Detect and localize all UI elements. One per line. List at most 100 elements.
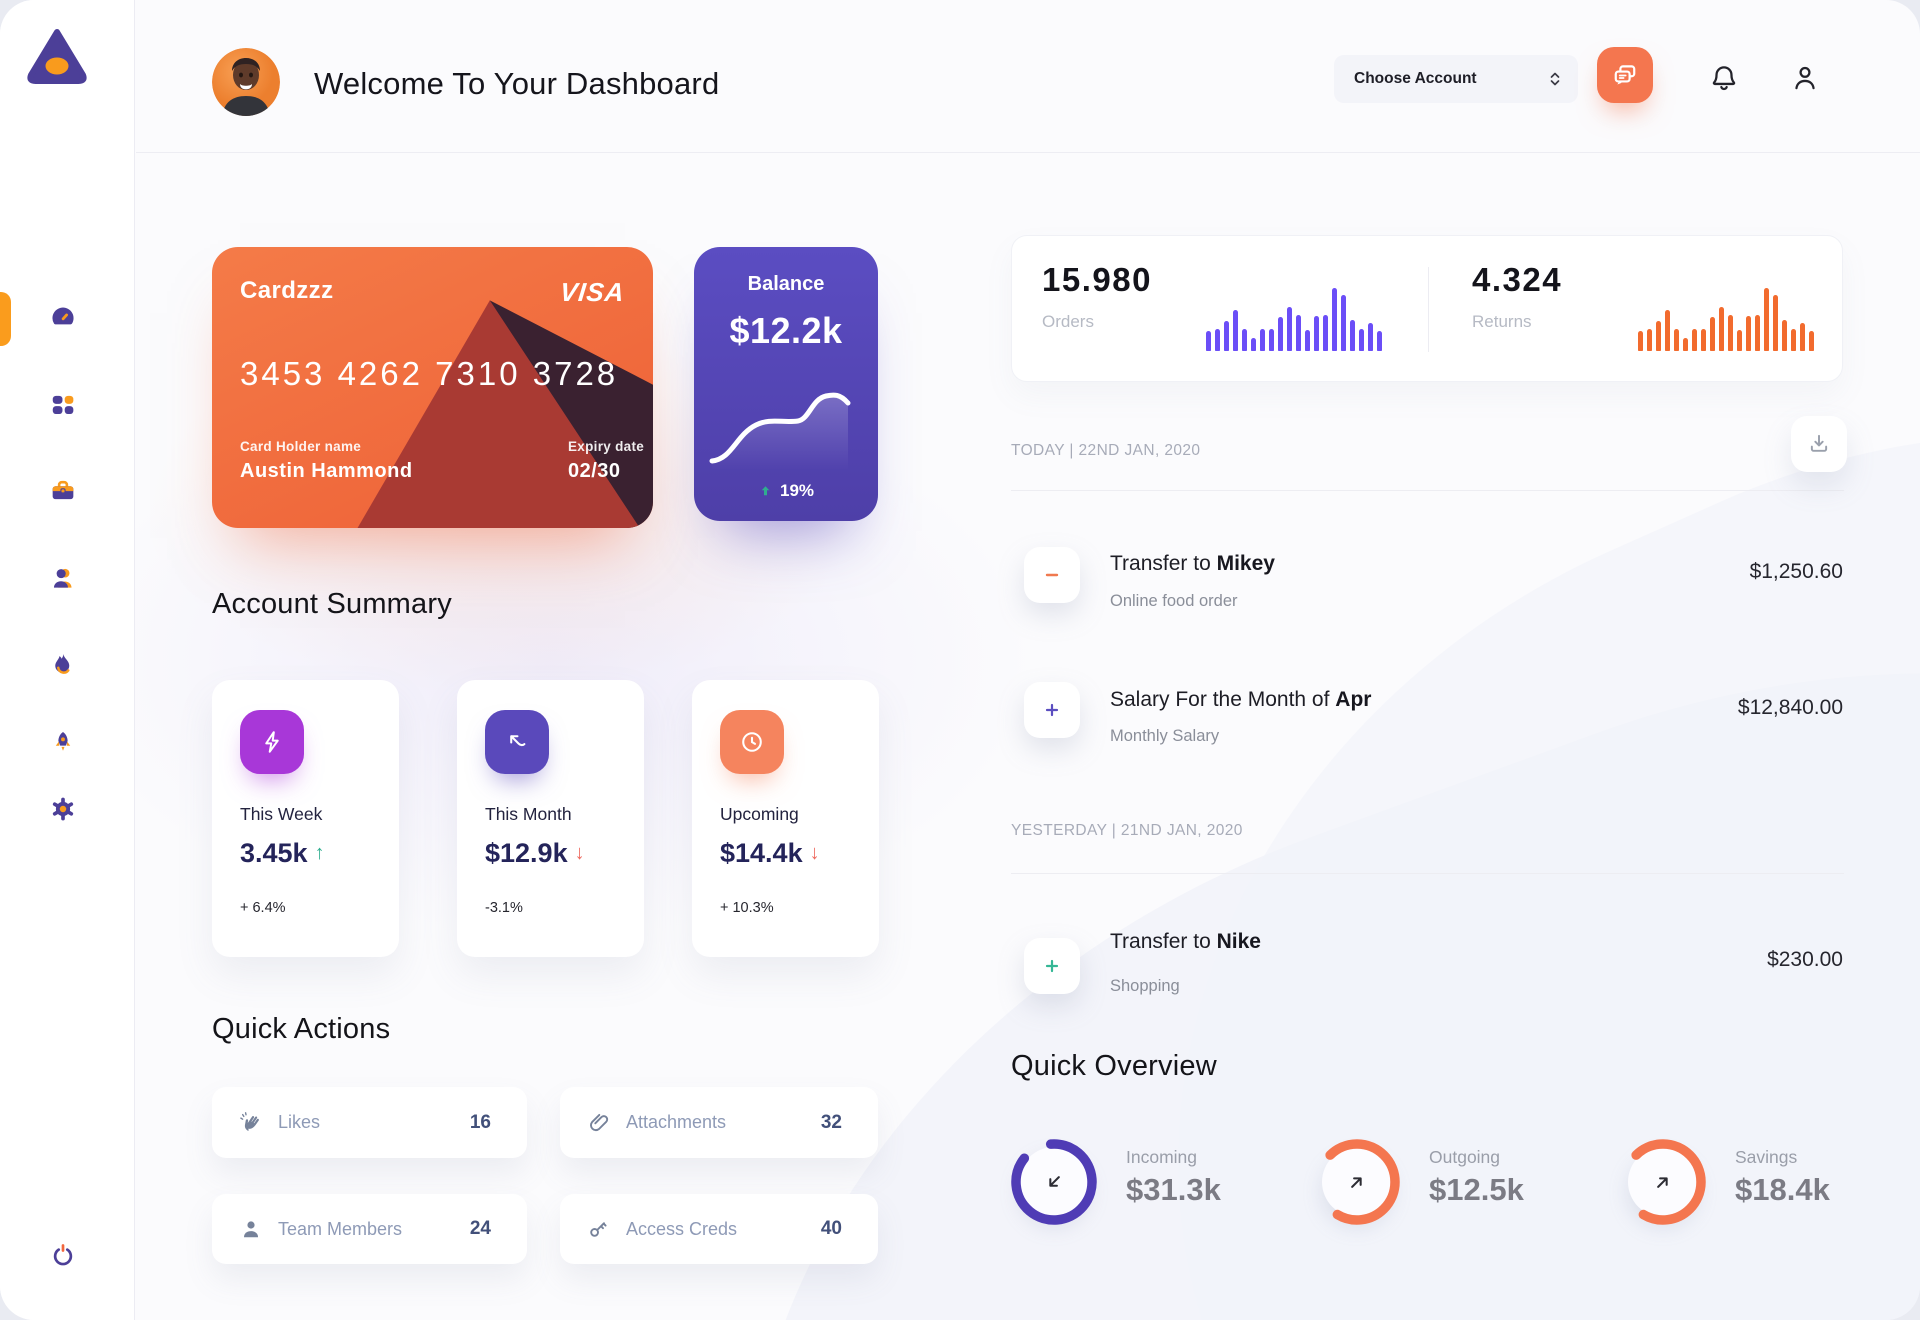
sidebar-item-launch[interactable] <box>49 729 77 757</box>
wallet-card: Cardzzz VISA 3453 4262 7310 3728 Card Ho… <box>212 247 653 528</box>
quick-action-label: Team Members <box>278 1218 403 1239</box>
account-select[interactable]: Choose Account <box>1334 55 1578 103</box>
quick-action-label: Attachments <box>626 1112 727 1132</box>
stats-card: 15.980 Orders 4.324 Returns <box>1011 235 1843 382</box>
gear-icon <box>52 797 74 821</box>
overview-value: $12.5k <box>1429 1172 1524 1207</box>
avatar[interactable] <box>212 48 280 116</box>
quick-action-value: 32 <box>820 1111 842 1133</box>
quick-action-team-members[interactable]: Team Members 24 <box>212 1194 527 1264</box>
summary-delta: -3.1% <box>485 900 523 916</box>
transaction-subtitle: Online food order <box>1110 592 1238 610</box>
transaction-title: Salary For the Month of Apr <box>1110 688 1372 711</box>
logout-button[interactable] <box>49 1241 77 1269</box>
today-date-header: TODAY | 22ND JAN, 2020 <box>1011 442 1201 459</box>
plus-icon <box>1045 959 1059 973</box>
quick-action-label: Access Creds <box>626 1218 738 1239</box>
apps-grid-icon <box>52 395 74 415</box>
quick-action-label: Likes <box>278 1112 321 1132</box>
key-icon <box>590 1222 607 1237</box>
summary-value: 3.45k <box>240 838 308 868</box>
account-select-value: Choose Account <box>1354 70 1477 87</box>
balance-trend-chart <box>709 392 851 470</box>
paperclip-icon <box>590 1113 609 1131</box>
rocket-icon <box>55 732 71 751</box>
quick-action-attachments[interactable]: Attachments 32 <box>560 1087 878 1158</box>
returns-label: Returns <box>1472 312 1532 331</box>
card-expiry-label: Expiry date <box>568 439 645 454</box>
account-summary-title: Account Summary <box>212 588 452 620</box>
yesterday-date-header: YESTERDAY | 21ND JAN, 2020 <box>1011 822 1243 839</box>
header-divider <box>136 152 1920 153</box>
plus-icon <box>1045 703 1059 717</box>
download-button[interactable] <box>1791 416 1847 472</box>
lightning-icon <box>240 710 304 774</box>
trend-down-icon: ↓ <box>809 842 820 864</box>
balance-label: Balance <box>747 273 825 295</box>
chat-bubbles-icon <box>1614 65 1636 85</box>
overview-label: Savings <box>1735 1147 1798 1167</box>
page-title: Welcome To Your Dashboard <box>314 66 720 101</box>
briefcase-icon <box>52 480 74 500</box>
overview-value: $31.3k <box>1126 1172 1221 1207</box>
summary-value: $12.9k <box>485 838 568 868</box>
transaction-amount: $230.00 <box>1767 948 1843 971</box>
visa-logo: VISA <box>558 277 627 307</box>
summary-label: This Week <box>240 804 323 824</box>
trend-up-icon: ↑ <box>314 842 325 864</box>
overview-label: Outgoing <box>1429 1147 1501 1167</box>
transaction-title: Transfer to Nike <box>1110 930 1261 953</box>
transaction-title: Transfer to Mikey <box>1110 552 1275 575</box>
power-icon <box>53 1244 73 1266</box>
down-left-arrow-icon <box>1049 1176 1060 1187</box>
sidebar-item-workspace[interactable] <box>49 477 77 505</box>
up-right-arrow-icon <box>1657 1177 1668 1188</box>
transaction-amount: $12,840.00 <box>1737 696 1843 719</box>
incoming-donut <box>1008 1136 1100 1228</box>
returns-count: 4.324 <box>1472 261 1563 298</box>
quick-action-access-creds[interactable]: Access Creds 40 <box>560 1194 878 1264</box>
outgoing-donut <box>1311 1136 1403 1228</box>
balance-change: 19% <box>779 481 815 500</box>
card-holder-name: Austin Hammond <box>240 460 413 482</box>
quick-action-value: 40 <box>820 1218 842 1239</box>
quick-action-value: 16 <box>469 1111 491 1133</box>
balance-card: Balance $12.2k 19% <box>694 247 878 521</box>
sidebar-item-dashboard[interactable] <box>49 303 77 331</box>
clock-icon <box>720 710 784 774</box>
sidebar-item-team[interactable] <box>49 565 77 593</box>
divider <box>1428 267 1429 352</box>
transaction-sign-plus <box>1024 938 1080 994</box>
overview-label: Incoming <box>1126 1147 1198 1167</box>
up-right-arrow-icon <box>1351 1177 1362 1188</box>
active-nav-indicator <box>0 292 11 346</box>
orders-sparkline <box>1206 285 1394 351</box>
summary-card-this-week: This Week 3.45k ↑ + 6.4% <box>212 680 399 957</box>
download-icon <box>1810 434 1828 452</box>
trend-arrow-icon <box>485 710 549 774</box>
quick-action-value: 24 <box>469 1218 491 1239</box>
card-holder-label: Card Holder name <box>240 439 362 454</box>
clap-icon <box>240 1111 259 1131</box>
summary-card-this-month: This Month $12.9k ↓ -3.1% <box>457 680 644 957</box>
summary-label: This Month <box>485 804 572 824</box>
profile-button[interactable] <box>1783 56 1827 100</box>
overview-savings: Savings $18.4k <box>1617 1136 1917 1246</box>
transaction-subtitle: Shopping <box>1110 977 1180 995</box>
balance-value: $12.2k <box>729 310 843 351</box>
quick-action-likes[interactable]: Likes 16 <box>212 1087 527 1158</box>
bell-icon <box>1712 66 1736 91</box>
summary-value: $14.4k <box>720 838 803 868</box>
divider <box>1011 490 1844 491</box>
notifications-button[interactable] <box>1702 56 1746 100</box>
speedometer-icon <box>52 307 74 325</box>
quick-actions-title: Quick Actions <box>212 1013 391 1045</box>
sidebar-item-apps[interactable] <box>49 391 77 419</box>
app-logo <box>24 24 90 90</box>
person-outline-icon <box>1795 66 1815 90</box>
sidebar-item-trending[interactable] <box>49 651 77 679</box>
sidebar-item-settings[interactable] <box>49 795 77 823</box>
transaction-amount: $1,250.60 <box>1749 560 1843 583</box>
flame-icon <box>55 654 70 674</box>
messages-button[interactable] <box>1597 47 1653 103</box>
